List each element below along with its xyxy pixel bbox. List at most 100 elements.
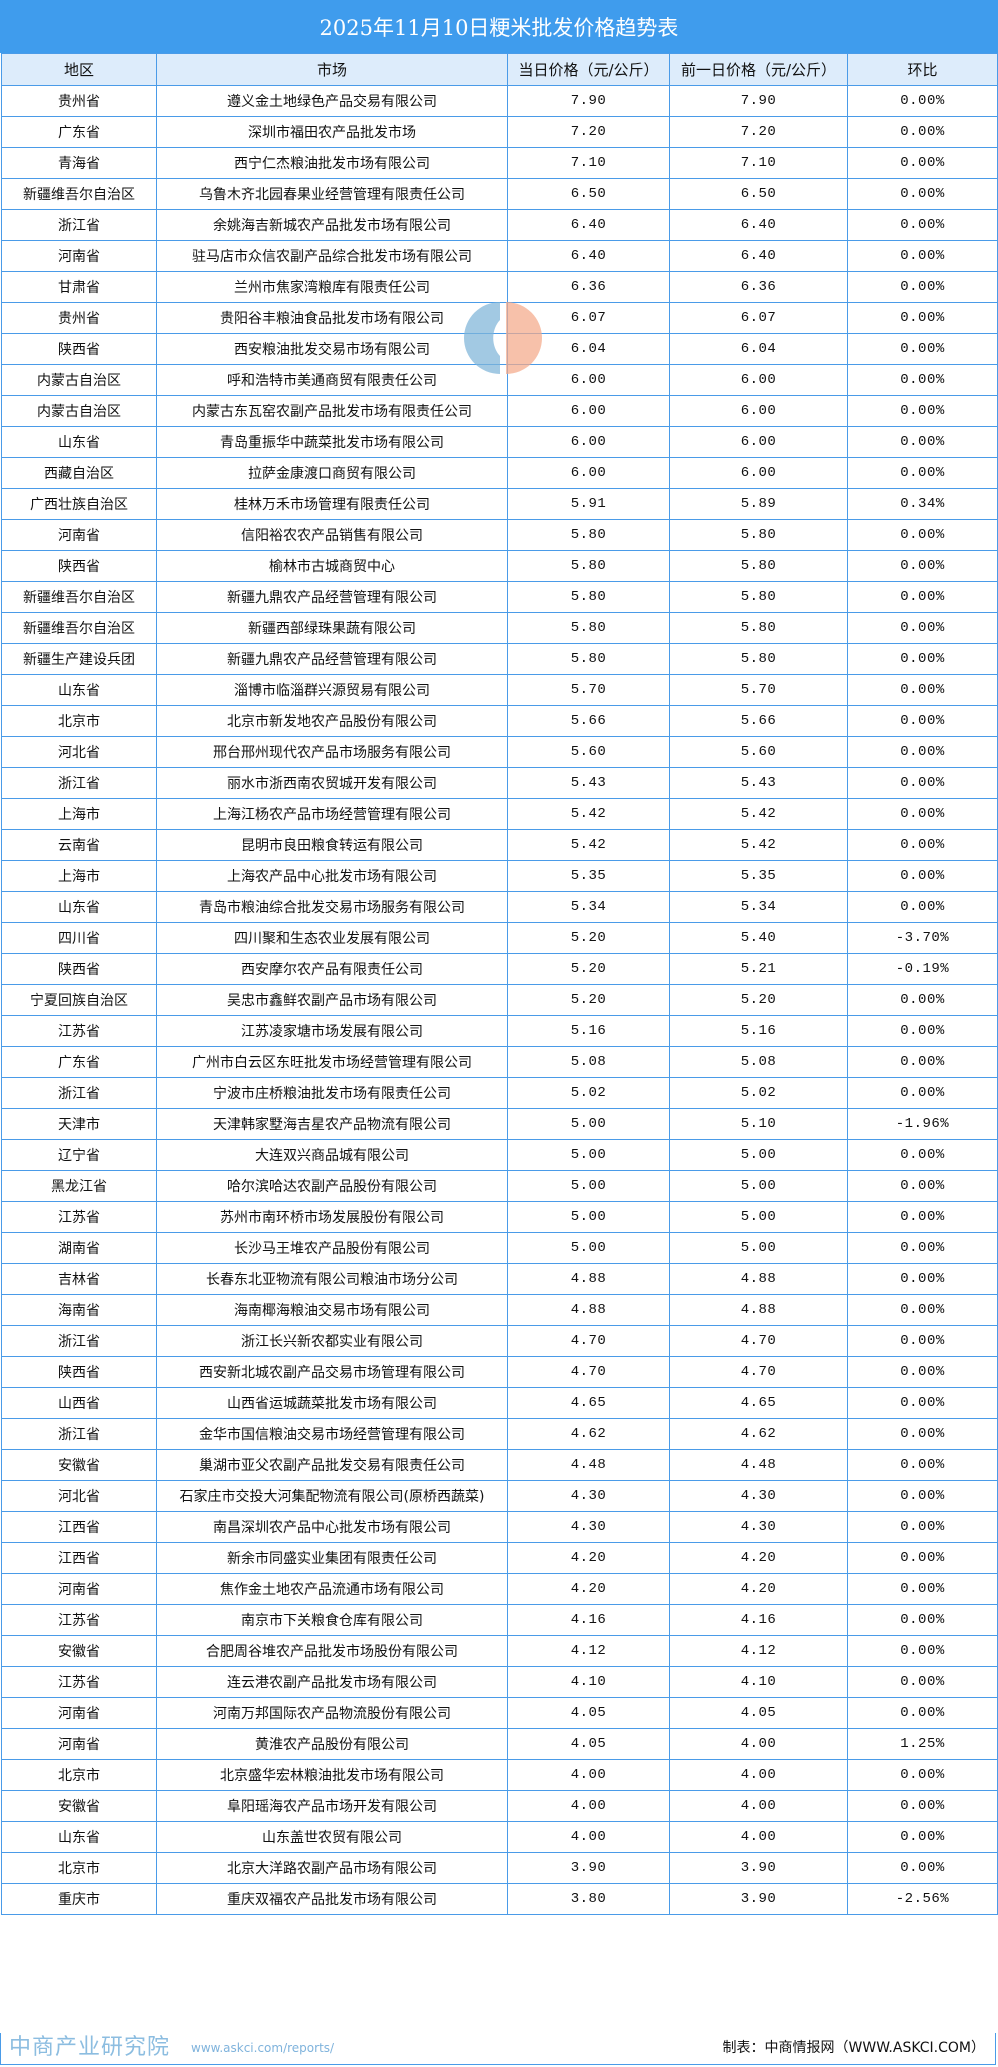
table-row: 天津市 天津韩家墅海吉星农产品物流有限公司 5.00 5.10 -1.96% <box>1 1108 998 1140</box>
cell-today-price: 4.30 <box>507 1511 670 1543</box>
cell-region: 广东省 <box>1 116 157 148</box>
cell-prev-price: 6.04 <box>669 333 848 365</box>
cell-change: 0.00% <box>847 271 998 303</box>
cell-region: 北京市 <box>1 1759 157 1791</box>
cell-today-price: 4.70 <box>507 1325 670 1357</box>
cell-change: 0.00% <box>847 1356 998 1388</box>
cell-region: 天津市 <box>1 1108 157 1140</box>
cell-market: 合肥周谷堆农产品批发市场股份有限公司 <box>156 1635 508 1667</box>
cell-change: 0.00% <box>847 1790 998 1822</box>
cell-region: 安徽省 <box>1 1635 157 1667</box>
table-row: 辽宁省 大连双兴商品城有限公司 5.00 5.00 0.00% <box>1 1139 998 1171</box>
cell-region: 河南省 <box>1 1697 157 1729</box>
cell-prev-price: 4.20 <box>669 1573 848 1605</box>
cell-region: 贵州省 <box>1 85 157 117</box>
table-row: 山东省 青岛重振华中蔬菜批发市场有限公司 6.00 6.00 0.00% <box>1 426 998 458</box>
cell-today-price: 6.00 <box>507 457 670 489</box>
cell-change: 0.00% <box>847 302 998 334</box>
cell-today-price: 6.00 <box>507 426 670 458</box>
table-row: 江苏省 南京市下关粮食仓库有限公司 4.16 4.16 0.00% <box>1 1604 998 1636</box>
cell-market: 拉萨金康渡口商贸有限公司 <box>156 457 508 489</box>
cell-region: 河南省 <box>1 1573 157 1605</box>
cell-market: 大连双兴商品城有限公司 <box>156 1139 508 1171</box>
table-row: 广西壮族自治区 桂林万禾市场管理有限责任公司 5.91 5.89 0.34% <box>1 488 998 520</box>
cell-change: 0.00% <box>847 1852 998 1884</box>
table-row: 青海省 西宁仁杰粮油批发市场有限公司 7.10 7.10 0.00% <box>1 147 998 179</box>
cell-today-price: 3.90 <box>507 1852 670 1884</box>
cell-change: 0.00% <box>847 1666 998 1698</box>
cell-prev-price: 5.80 <box>669 643 848 675</box>
cell-market: 青岛市粮油综合批发交易市场服务有限公司 <box>156 891 508 923</box>
header-change: 环比 <box>847 53 998 86</box>
cell-prev-price: 6.00 <box>669 364 848 396</box>
cell-region: 吉林省 <box>1 1263 157 1295</box>
cell-market: 长沙马王堆农产品股份有限公司 <box>156 1232 508 1264</box>
cell-change: 0.00% <box>847 1015 998 1047</box>
cell-region: 贵州省 <box>1 302 157 334</box>
cell-region: 山东省 <box>1 426 157 458</box>
table-row: 江西省 南昌深圳农产品中心批发市场有限公司 4.30 4.30 0.00% <box>1 1511 998 1543</box>
cell-market: 北京盛华宏林粮油批发市场有限公司 <box>156 1759 508 1791</box>
cell-market: 石家庄市交投大河集配物流有限公司(原桥西蔬菜) <box>156 1480 508 1512</box>
table-row: 河南省 驻马店市众信农副产品综合批发市场有限公司 6.40 6.40 0.00% <box>1 240 998 272</box>
cell-change: 0.00% <box>847 612 998 644</box>
table-row: 河北省 邢台邢州现代农产品市场服务有限公司 5.60 5.60 0.00% <box>1 736 998 768</box>
cell-today-price: 5.42 <box>507 829 670 861</box>
cell-change: 0.00% <box>847 1511 998 1543</box>
cell-region: 安徽省 <box>1 1449 157 1481</box>
cell-today-price: 4.10 <box>507 1666 670 1698</box>
cell-change: 0.00% <box>847 643 998 675</box>
cell-prev-price: 3.90 <box>669 1883 848 1915</box>
cell-today-price: 4.65 <box>507 1387 670 1419</box>
cell-prev-price: 4.05 <box>669 1697 848 1729</box>
cell-market: 哈尔滨哈达农副产品股份有限公司 <box>156 1170 508 1202</box>
table-row: 内蒙古自治区 内蒙古东瓦窑农副产品批发市场有限责任公司 6.00 6.00 0.00% <box>1 395 998 427</box>
cell-today-price: 5.35 <box>507 860 670 892</box>
cell-change: 0.00% <box>847 1604 998 1636</box>
cell-market: 内蒙古东瓦窑农副产品批发市场有限责任公司 <box>156 395 508 427</box>
cell-region: 西藏自治区 <box>1 457 157 489</box>
cell-region: 河南省 <box>1 240 157 272</box>
cell-market: 青岛重振华中蔬菜批发市场有限公司 <box>156 426 508 458</box>
cell-change: 0.00% <box>847 1697 998 1729</box>
table-row: 内蒙古自治区 呼和浩特市美通商贸有限责任公司 6.00 6.00 0.00% <box>1 364 998 396</box>
cell-today-price: 5.00 <box>507 1108 670 1140</box>
cell-today-price: 4.88 <box>507 1263 670 1295</box>
cell-region: 河北省 <box>1 1480 157 1512</box>
cell-region: 新疆维吾尔自治区 <box>1 581 157 613</box>
cell-region: 北京市 <box>1 1852 157 1884</box>
cell-today-price: 5.80 <box>507 550 670 582</box>
cell-today-price: 4.12 <box>507 1635 670 1667</box>
cell-change: 0.00% <box>847 1759 998 1791</box>
cell-region: 广东省 <box>1 1046 157 1078</box>
cell-region: 青海省 <box>1 147 157 179</box>
cell-change: 0.00% <box>847 705 998 737</box>
source-footer: 制表：中商情报网（WWW.ASKCI.COM） <box>722 2040 985 2056</box>
cell-change: 0.34% <box>847 488 998 520</box>
cell-change: -3.70% <box>847 922 998 954</box>
cell-change: 0.00% <box>847 85 998 117</box>
cell-change: 0.00% <box>847 333 998 365</box>
cell-market: 北京大洋路农副产品市场有限公司 <box>156 1852 508 1884</box>
table-row: 安徽省 阜阳瑶海农产品市场开发有限公司 4.00 4.00 0.00% <box>1 1790 998 1822</box>
cell-today-price: 7.20 <box>507 116 670 148</box>
cell-region: 内蒙古自治区 <box>1 395 157 427</box>
cell-prev-price: 4.70 <box>669 1356 848 1388</box>
cell-today-price: 4.00 <box>507 1759 670 1791</box>
cell-market: 吴忠市鑫鲜农副产品市场有限公司 <box>156 984 508 1016</box>
cell-change: 0.00% <box>847 1263 998 1295</box>
cell-prev-price: 4.00 <box>669 1728 848 1760</box>
cell-prev-price: 5.08 <box>669 1046 848 1078</box>
table-row: 江苏省 江苏凌家塘市场发展有限公司 5.16 5.16 0.00% <box>1 1015 998 1047</box>
table-row: 陕西省 西安新北城农副产品交易市场管理有限公司 4.70 4.70 0.00% <box>1 1356 998 1388</box>
cell-prev-price: 4.16 <box>669 1604 848 1636</box>
cell-today-price: 3.80 <box>507 1883 670 1915</box>
cell-change: 0.00% <box>847 1418 998 1450</box>
table-row: 陕西省 西安摩尔农产品有限责任公司 5.20 5.21 -0.19% <box>1 953 998 985</box>
cell-region: 山东省 <box>1 891 157 923</box>
cell-today-price: 5.08 <box>507 1046 670 1078</box>
cell-prev-price: 4.00 <box>669 1790 848 1822</box>
cell-market: 西安粮油批发交易市场有限公司 <box>156 333 508 365</box>
cell-today-price: 4.48 <box>507 1449 670 1481</box>
cell-today-price: 6.40 <box>507 240 670 272</box>
